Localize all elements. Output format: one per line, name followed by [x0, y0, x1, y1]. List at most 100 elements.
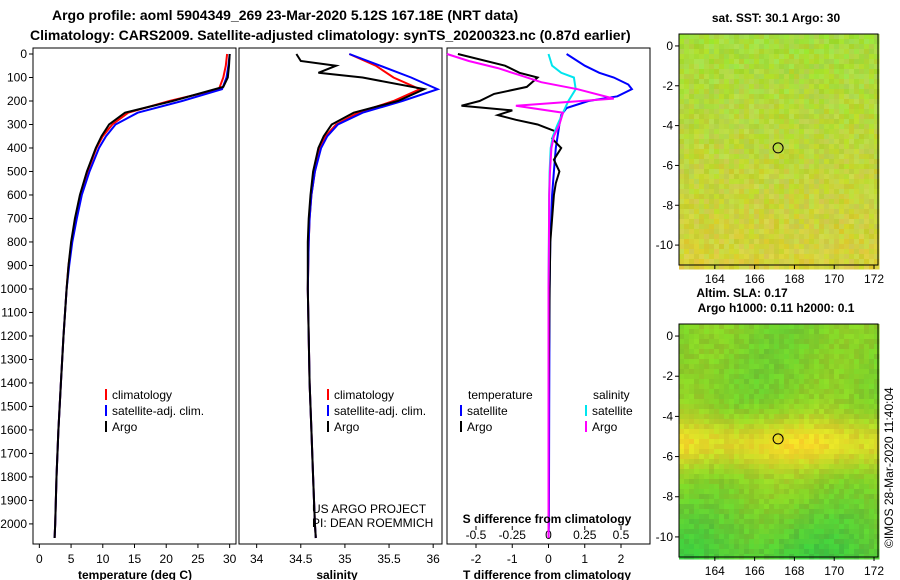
map-cell: [809, 549, 815, 555]
map-cell: [734, 249, 740, 255]
map-cell: [794, 364, 800, 370]
map-cell: [864, 94, 870, 100]
map-cell: [714, 414, 720, 420]
map-cell: [769, 74, 775, 80]
map-cell: [779, 244, 785, 250]
map-cell: [814, 339, 820, 345]
map-cell: [694, 264, 700, 270]
map-cell: [754, 74, 760, 80]
map-cell: [814, 259, 820, 265]
map-cell: [754, 99, 760, 105]
map-cell: [699, 229, 705, 235]
map-cell: [799, 429, 805, 435]
map-cell: [854, 129, 860, 135]
map-cell: [874, 394, 880, 400]
map-cell: [749, 109, 755, 115]
map-cell: [729, 494, 735, 500]
map-cell: [684, 34, 690, 40]
map-cell: [789, 534, 795, 540]
map-cell: [819, 69, 825, 75]
map-cell: [844, 174, 850, 180]
map-cell: [689, 419, 695, 425]
map-cell: [829, 159, 835, 165]
map-cell: [814, 409, 820, 415]
map-cell: [729, 434, 735, 440]
map-cell: [679, 249, 685, 255]
map-cell: [859, 109, 865, 115]
map-cell: [864, 239, 870, 245]
lat-tick-label: -4: [662, 409, 673, 423]
map-cell: [699, 239, 705, 245]
map-cell: [844, 219, 850, 225]
map-cell: [859, 424, 865, 430]
map-cell: [729, 209, 735, 215]
map-cell: [714, 549, 720, 555]
map-cell: [684, 144, 690, 150]
map-cell: [689, 234, 695, 240]
map-cell: [834, 454, 840, 460]
map-cell: [779, 334, 785, 340]
map-cell: [729, 459, 735, 465]
map-cell: [719, 524, 725, 530]
map-cell: [869, 414, 875, 420]
map-cell: [724, 74, 730, 80]
map-cell: [679, 154, 685, 160]
map-cell: [799, 84, 805, 90]
map-cell: [729, 424, 735, 430]
map-cell: [704, 334, 710, 340]
map-cell: [764, 379, 770, 385]
map-cell: [749, 229, 755, 235]
map-cell: [769, 184, 775, 190]
map-cell: [794, 234, 800, 240]
map-cell: [774, 374, 780, 380]
map-cell: [794, 104, 800, 110]
map-cell: [819, 39, 825, 45]
map-cell: [824, 209, 830, 215]
map-cell: [684, 414, 690, 420]
map-cell: [734, 254, 740, 260]
map-cell: [779, 469, 785, 475]
map-cell: [789, 474, 795, 480]
sst-map-frame: [678, 33, 879, 266]
map-cell: [804, 359, 810, 365]
map-cell: [809, 329, 815, 335]
map-cell: [764, 54, 770, 60]
map-cell: [739, 154, 745, 160]
map-cell: [709, 74, 715, 80]
map-cell: [694, 464, 700, 470]
map-cell: [739, 39, 745, 45]
map-cell: [849, 344, 855, 350]
map-cell: [849, 214, 855, 220]
map-cell: [824, 259, 830, 265]
map-cell: [834, 214, 840, 220]
map-cell: [804, 409, 810, 415]
map-cell: [874, 379, 880, 385]
map-cell: [799, 504, 805, 510]
lat-tick-label: -10: [656, 238, 674, 252]
map-cell: [839, 494, 845, 500]
map-cell: [849, 254, 855, 260]
map-cell: [709, 514, 715, 520]
map-cell: [704, 434, 710, 440]
map-cell: [789, 214, 795, 220]
map-cell: [839, 184, 845, 190]
map-cell: [714, 329, 720, 335]
map-cell: [824, 459, 830, 465]
map-cell: [809, 529, 815, 535]
map-cell: [839, 374, 845, 380]
map-cell: [834, 229, 840, 235]
map-cell: [869, 329, 875, 335]
map-cell: [729, 544, 735, 550]
map-cell: [704, 484, 710, 490]
map-cell: [829, 484, 835, 490]
map-cell: [764, 194, 770, 200]
map-cell: [729, 349, 735, 355]
map-cell: [779, 189, 785, 195]
map-cell: [774, 134, 780, 140]
map-cell: [874, 444, 880, 450]
map-cell: [769, 384, 775, 390]
map-cell: [729, 174, 735, 180]
map-cell: [784, 429, 790, 435]
map-cell: [749, 429, 755, 435]
map-cell: [704, 519, 710, 525]
